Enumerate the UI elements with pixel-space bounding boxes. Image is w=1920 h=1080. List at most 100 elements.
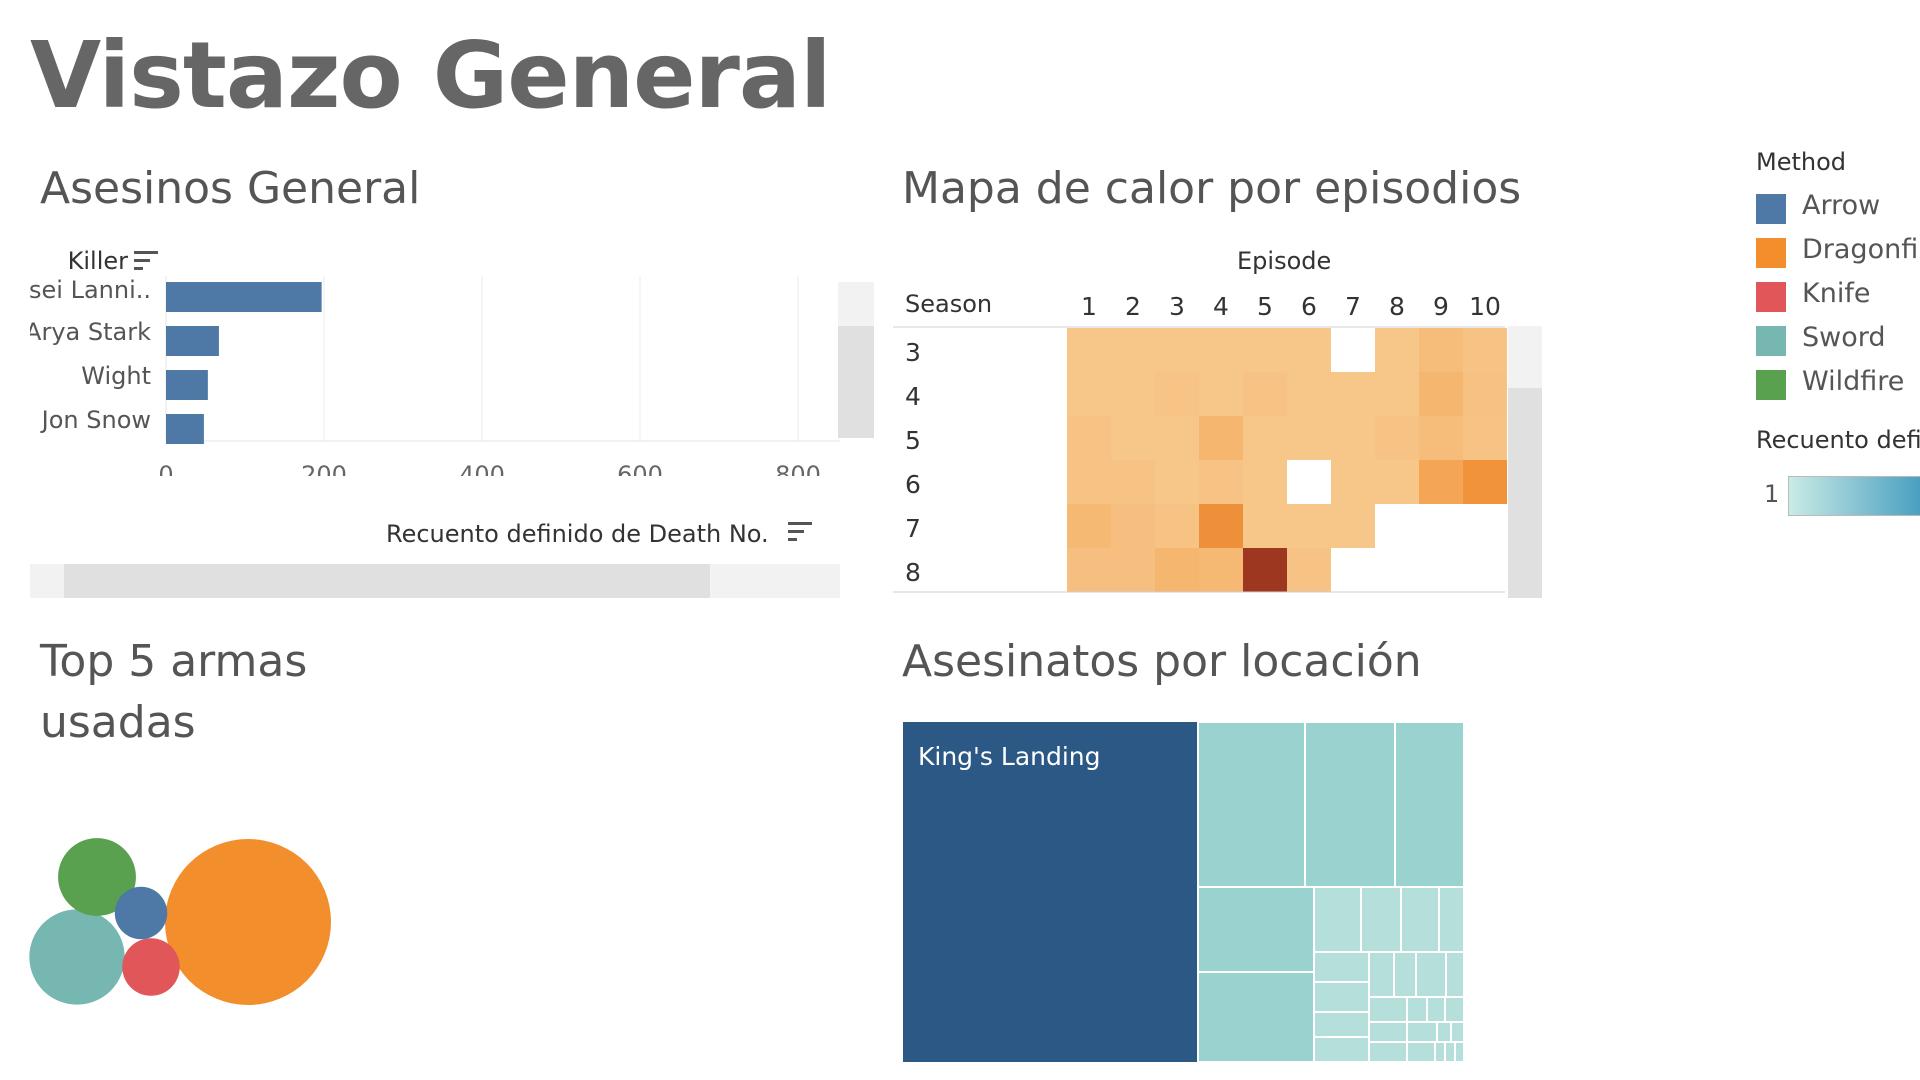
sort-icon[interactable] [134,251,158,275]
bubble-dragonfire [165,839,331,1005]
killers-horizontal-scroll-thumb[interactable] [64,564,710,598]
episode-label: 8 [1389,292,1405,321]
treemap-cell [1434,1041,1446,1062]
heat-cell [1199,548,1243,592]
killer-label[interactable]: Wight [81,362,151,390]
treemap-cell [1313,886,1362,953]
heat-cell [1155,460,1199,504]
heat-cell [1331,460,1375,504]
killers-bar-chart: 0 200 400 600 800 [160,276,840,476]
killers-horizontal-scrollbar[interactable] [30,564,840,598]
heat-cell [1375,328,1419,372]
treemap-cell [1406,1041,1436,1062]
treemap-cell [1444,996,1463,1023]
legend-count-title: Recuento definido de Death No. [1756,426,1920,454]
treemap-cell [1444,1041,1456,1062]
heat-cell [1199,372,1243,416]
treemap-cell [1406,996,1428,1023]
killer-label[interactable]: rsei Lanni.. [30,276,151,304]
treemap-cell [1445,951,1463,998]
episode-label: 10 [1469,292,1501,321]
treemap-cell [1426,996,1446,1023]
treemap-cell [1406,1021,1438,1043]
heat-cell [1155,416,1199,460]
bar [166,414,204,444]
weapons-panel-title-line2: usadas [40,697,196,748]
heat-cell [1463,416,1507,460]
killer-label[interactable]: Arya Stark [30,318,151,346]
treemap-cell [1438,886,1463,953]
bar [166,282,322,312]
location-treemap [903,722,1463,1062]
heat-cell [1155,372,1199,416]
treemap-cell [1368,1041,1408,1062]
heatmap-vertical-scrollbar[interactable] [1508,326,1542,598]
heat-cell [1243,416,1287,460]
legend-label: Sword [1802,322,1886,353]
killer-column-header: Killer [67,247,128,275]
legend-method-title: Method [1756,148,1847,176]
heat-cell [1199,416,1243,460]
dashboard-title: Vistazo General [30,22,832,129]
heat-cell [1111,372,1155,416]
treemap-cell [1197,971,1315,1062]
location-panel-title: Asesinatos por locación [902,636,1422,687]
heat-cell [1375,460,1419,504]
bar [166,370,208,400]
heat-cell [1243,460,1287,504]
heat-cell [1067,372,1111,416]
killers-vertical-scrollbar[interactable] [838,282,874,438]
heat-cell [1111,460,1155,504]
legend-swatch [1756,370,1786,400]
treemap-cell [1313,1011,1370,1038]
season-label: 7 [905,514,921,543]
treemap-cell [1197,886,1315,973]
episode-label: 4 [1213,292,1229,321]
heat-cell [1243,504,1287,548]
heat-cell [1243,328,1287,372]
heatmap-vertical-scroll-thumb[interactable] [1508,388,1542,598]
heat-cell [1287,328,1331,372]
legend-swatch [1756,238,1786,268]
heat-cell [1287,548,1331,592]
legend-panel: Method Arrow Dragonfire Knife Sword Wild… [1728,140,1920,540]
treemap-cell [1436,1021,1452,1043]
treemap-cell [1313,951,1370,983]
bubble-knife [122,938,180,996]
sort-icon[interactable] [788,522,812,546]
heat-cell [1419,328,1463,372]
treemap-cell [1368,996,1408,1023]
x-tick-label: 400 [459,461,505,476]
legend-count-min: 1 [1764,480,1780,508]
treemap-cell [1313,981,1370,1013]
legend-label: Dragonfire [1802,234,1920,265]
killers-panel-title: Asesinos General [40,163,421,214]
episode-label: 6 [1301,292,1317,321]
killers-header-clip: Killer [30,245,160,277]
weapons-panel-title-line1: Top 5 armas [40,636,308,687]
heatmap-episode-header: Episode [1237,247,1332,275]
heat-cell [1375,416,1419,460]
killers-vertical-scroll-thumb[interactable] [838,326,874,438]
treemap-label-kings-landing[interactable]: King's Landing [918,742,1101,771]
treemap-cell [1313,1036,1370,1062]
season-label: 3 [905,338,921,367]
treemap-cell [1368,951,1395,998]
heat-cell [1199,328,1243,372]
heat-cell [1287,416,1331,460]
heatmap-panel-title: Mapa de calor por episodios [902,163,1522,214]
heat-cell [1419,416,1463,460]
heat-cell [1199,460,1243,504]
heat-cell [1067,328,1111,372]
heat-cell [1067,548,1111,592]
episode-label: 7 [1345,292,1361,321]
legend-color-ramp [1788,476,1920,516]
heat-cell [1243,548,1287,592]
killer-label[interactable]: Jon Snow [41,406,151,434]
legend-label: Arrow [1802,190,1881,221]
treemap-cell [1304,722,1396,888]
treemap-cell [1197,722,1306,888]
heat-cell [1111,416,1155,460]
treemap-cell [1360,886,1402,953]
